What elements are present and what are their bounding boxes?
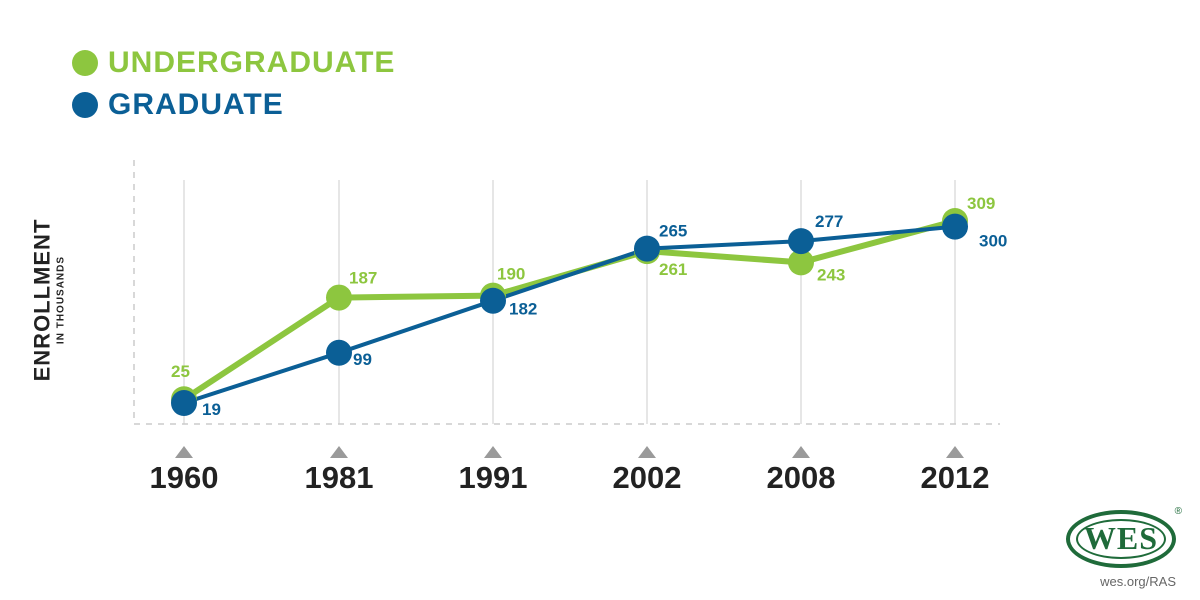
x-tick-marker [175, 446, 193, 458]
graduate-point [634, 235, 660, 262]
graduate-data-label: 19 [202, 400, 221, 419]
graduate-data-label: 277 [815, 212, 843, 231]
legend-undergraduate-dot-icon [72, 50, 98, 76]
graduate-data-label: 265 [659, 222, 687, 241]
graduate-point [788, 228, 814, 255]
legend-graduate-label: GRADUATE [108, 88, 284, 121]
logo-text: WES [1083, 520, 1159, 556]
y-axis-title-sub: IN THOUSANDS [55, 255, 67, 345]
graduate-point [171, 390, 197, 416]
graduate-data-label: 300 [979, 232, 1007, 251]
source-url: wes.org/RAS [1100, 574, 1176, 589]
y-axis-title-main: ENROLLMENT [29, 218, 55, 382]
x-tick-marker [638, 446, 656, 458]
x-tick-label: 1981 [305, 460, 374, 495]
undergraduate-data-label: 261 [659, 260, 687, 279]
legend-item-undergraduate: UNDERGRADUATE [72, 42, 395, 84]
legend-item-graduate: GRADUATE [72, 84, 395, 126]
undergraduate-point [326, 284, 352, 311]
legend-graduate-dot-icon [72, 92, 98, 118]
undergraduate-point [788, 249, 814, 276]
x-tick-label: 2012 [921, 460, 990, 495]
legend: UNDERGRADUATE GRADUATE [72, 42, 395, 126]
graduate-point [942, 213, 968, 240]
undergraduate-data-label: 190 [497, 265, 525, 284]
logo-registered-mark: ® [1174, 506, 1182, 517]
graduate-point [326, 339, 352, 366]
x-tick-marker [946, 446, 964, 458]
wes-logo: WES ® [1066, 506, 1182, 568]
x-tick-marker [792, 446, 810, 458]
undergraduate-data-label: 187 [349, 269, 377, 288]
y-axis-title: ENROLLMENT IN THOUSANDS [30, 219, 67, 382]
x-tick-marker [330, 446, 348, 458]
legend-undergraduate-label: UNDERGRADUATE [108, 46, 396, 79]
x-tick-marker [484, 446, 502, 458]
graduate-series-line [183, 224, 956, 405]
graduate-data-label: 182 [509, 300, 537, 319]
x-tick-label: 1960 [150, 460, 219, 495]
undergraduate-data-label: 309 [967, 194, 995, 213]
logo-ring [1066, 510, 1176, 568]
undergraduate-data-label: 243 [817, 265, 845, 284]
x-tick-label: 2008 [767, 460, 836, 495]
graduate-data-label: 99 [353, 350, 372, 369]
x-tick-label: 1991 [459, 460, 528, 495]
undergraduate-data-label: 25 [171, 362, 190, 381]
undergraduate-series-line [182, 218, 956, 402]
graduate-point [480, 287, 506, 314]
x-tick-label: 2002 [613, 460, 682, 495]
